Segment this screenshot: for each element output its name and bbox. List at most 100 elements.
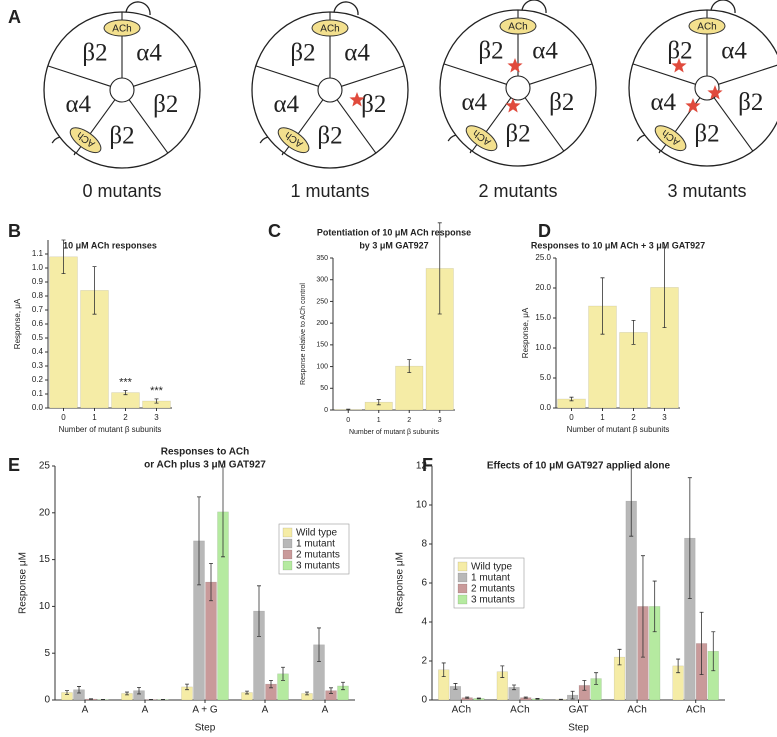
legend-label: Wild type	[471, 562, 513, 573]
error-bar	[137, 686, 141, 695]
error-bar	[221, 466, 225, 558]
mutation-star	[685, 98, 701, 113]
x-tick-label: ACh	[510, 705, 529, 716]
mutation-star	[707, 85, 723, 100]
error-bar	[61, 239, 66, 274]
y-tick-label: 6	[421, 578, 427, 589]
x-axis-label: Number of mutant β subunits	[349, 429, 440, 436]
y-tick-label: 25	[39, 461, 51, 472]
y-tick-label: 0.3	[32, 361, 44, 370]
subunit-divider	[529, 63, 593, 85]
subunit-label: α4	[721, 38, 747, 65]
subunit-label: β2	[317, 123, 342, 150]
subunit-label: β2	[290, 40, 315, 67]
error-bar	[631, 320, 636, 345]
caption: 2 mutants	[478, 181, 557, 201]
chart-title: Effects of 10 μM GAT927 applied alone	[487, 461, 671, 472]
x-tick-label: 3	[438, 417, 442, 424]
y-tick-label: 2	[421, 656, 427, 667]
ligand-label: ACh	[508, 22, 527, 33]
error-bar	[535, 698, 540, 700]
subunit-label: α4	[650, 89, 676, 116]
legend-label: 1 mutant	[296, 539, 335, 550]
x-tick-label: ACh	[627, 705, 646, 716]
legend-swatch	[457, 583, 468, 594]
pore	[317, 77, 343, 103]
y-axis-label: Response, μA	[13, 298, 22, 349]
y-tick-label: 12	[416, 461, 428, 472]
binding-loop	[710, 0, 736, 14]
y-tick-label: 15.0	[535, 313, 551, 322]
x-axis-label: Number of mutant β subunits	[59, 425, 162, 434]
subunit-label: β2	[549, 89, 574, 116]
error-bar	[453, 683, 458, 690]
error-bar	[125, 691, 129, 696]
subunit-divider	[341, 65, 405, 87]
ligand-oval	[688, 17, 726, 35]
y-tick-label: 100	[316, 363, 328, 370]
y-tick-label: 20	[39, 507, 51, 518]
ligand-oval	[654, 125, 687, 152]
pore	[109, 77, 135, 103]
panel-label: B	[8, 221, 21, 241]
binding-loop	[125, 1, 151, 16]
x-tick-label: ACh	[686, 705, 705, 716]
mutation-star	[505, 98, 521, 113]
subunit-label: β2	[667, 38, 692, 65]
y-tick-label: 0.2	[32, 375, 44, 384]
error-bar	[209, 562, 213, 602]
ligand-oval	[465, 125, 498, 152]
error-bar	[687, 477, 692, 599]
legend-swatch	[282, 538, 293, 549]
error-bar	[569, 396, 574, 402]
error-bar	[197, 496, 201, 586]
panel-label: D	[538, 221, 551, 241]
mutation-star	[507, 58, 523, 73]
subunit-label: β2	[505, 121, 530, 148]
subunit-divider	[47, 65, 111, 87]
panel-label: A	[8, 7, 21, 27]
x-tick-label: 0	[61, 413, 66, 422]
legend-swatch	[457, 561, 468, 572]
error-bar	[77, 686, 81, 694]
pore	[505, 75, 531, 101]
x-tick-label: 1	[600, 413, 605, 422]
legend-swatch	[457, 594, 468, 605]
y-tick-label: 200	[316, 320, 328, 327]
y-tick-label: 300	[316, 277, 328, 284]
panel-label: E	[8, 455, 20, 475]
y-axis-label: Response μM	[395, 552, 406, 614]
subunit-label: β2	[738, 89, 763, 116]
legend-label: 2 mutants	[296, 550, 340, 561]
ligand-site: ACh	[103, 19, 141, 37]
legend-label: Wild type	[296, 528, 338, 539]
error-bar	[329, 687, 333, 694]
error-bar	[512, 684, 517, 691]
y-tick-label: 0.0	[32, 403, 44, 412]
subunit-divider	[133, 65, 197, 87]
chart-title: Responses to 10 μM ACh + 3 μM GAT927	[531, 240, 705, 250]
x-tick-label: 2	[407, 417, 411, 424]
y-axis-label: Response relative to ACh control	[300, 283, 307, 385]
y-axis-label: Response, μA	[521, 307, 530, 358]
y-tick-label: 0	[44, 695, 50, 706]
subunit-divider	[336, 99, 377, 154]
x-tick-label: ACh	[452, 705, 471, 716]
error-bar	[185, 683, 189, 691]
y-tick-label: 8	[421, 539, 427, 550]
x-tick-label: A	[262, 705, 269, 716]
ligand-site: ACh	[311, 19, 349, 37]
subunit-divider	[632, 63, 696, 85]
y-tick-label: 0.6	[32, 319, 44, 328]
error-bar	[65, 690, 69, 695]
error-bar	[676, 658, 681, 674]
chart-title: by 3 μM GAT927	[359, 240, 428, 250]
x-tick-label: 0	[346, 417, 350, 424]
x-tick-label: A	[322, 705, 329, 716]
caption: 1 mutants	[290, 181, 369, 201]
error-bar	[441, 662, 446, 677]
subunit-label: α4	[532, 38, 558, 65]
chart-title: Responses to ACh	[161, 447, 250, 458]
error-bar	[617, 648, 622, 666]
